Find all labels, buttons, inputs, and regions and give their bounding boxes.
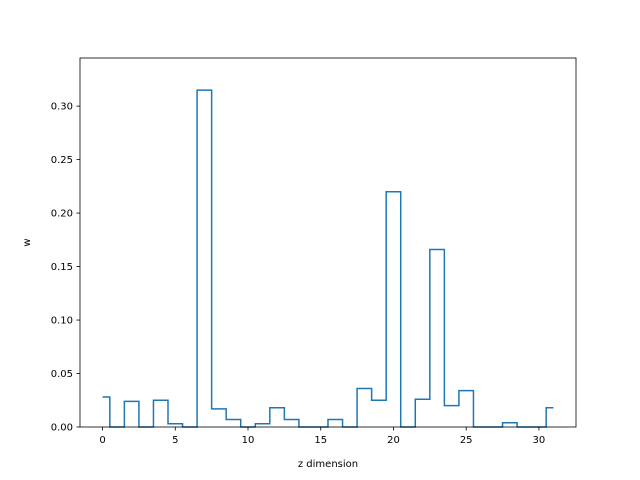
y-tick-label: 0.05	[51, 369, 73, 380]
x-tick-label: 25	[460, 435, 473, 446]
x-tick-label: 30	[533, 435, 546, 446]
x-axis-ticks: 0 5 10 15 20 25 30	[99, 427, 545, 446]
y-tick-label: 0.00	[51, 423, 73, 434]
x-tick-label: 0	[99, 435, 105, 446]
x-tick-label: 10	[242, 435, 255, 446]
y-axis-ticks: 0.00 0.05 0.10 0.15 0.20 0.25 0.30	[51, 102, 80, 434]
y-axis-label: w	[22, 238, 33, 246]
y-tick-label: 0.20	[51, 209, 73, 220]
y-tick-label: 0.15	[51, 262, 73, 273]
y-tick-label: 0.25	[51, 155, 73, 166]
x-axis-label: z dimension	[298, 459, 358, 470]
x-tick-label: 20	[387, 435, 400, 446]
x-tick-label: 15	[314, 435, 327, 446]
plot-area	[80, 58, 576, 427]
x-tick-label: 5	[172, 435, 178, 446]
y-tick-label: 0.30	[51, 102, 73, 113]
plot-frame	[79, 57, 577, 428]
y-tick-label: 0.10	[51, 316, 73, 327]
